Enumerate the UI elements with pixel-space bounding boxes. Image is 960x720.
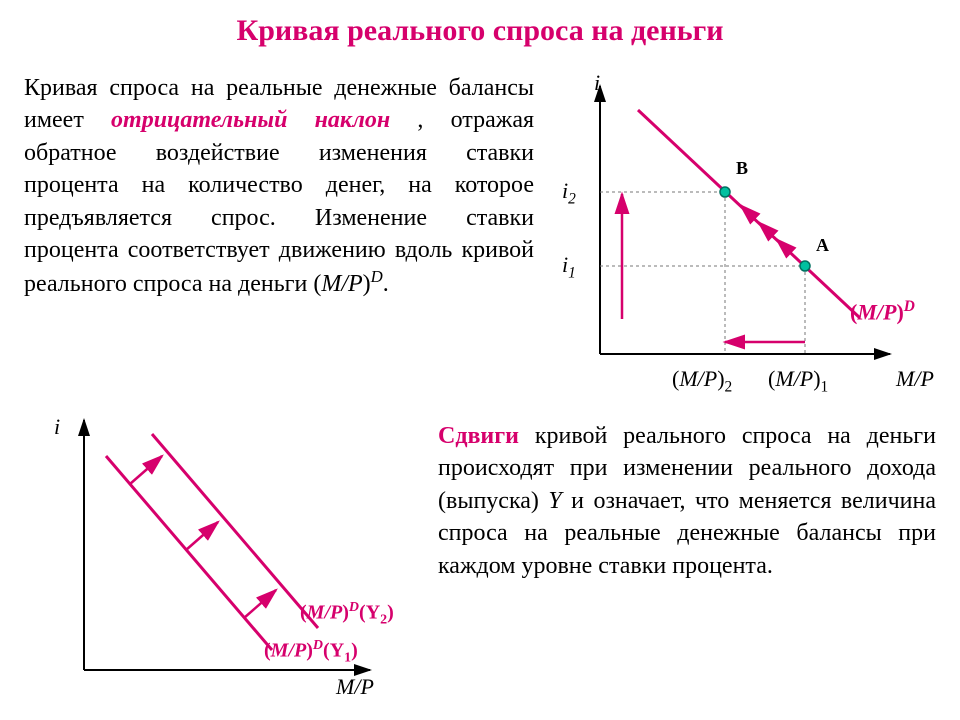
y-axis-label: i: [54, 414, 60, 440]
curve-sup: D: [904, 298, 915, 315]
curve-arrow: [759, 222, 769, 232]
para2-Y: Y: [548, 488, 561, 514]
mp1-label: (M/P)1: [768, 366, 828, 396]
y-axis-label: i: [594, 70, 600, 96]
curve-y2-label: (M/P)D(Y2): [300, 600, 394, 629]
shift-arrow: [130, 456, 162, 484]
chart-money-demand-shift: i M/P (M/P)D(Y1) (M/P)D(Y2): [30, 410, 430, 710]
l2-arg: (Y: [359, 602, 380, 624]
i2-label: i2: [562, 178, 576, 208]
shift-arrows: [130, 456, 276, 618]
l1-sup: D: [313, 638, 323, 653]
shift-arrow: [186, 522, 218, 550]
i1-sub: 1: [568, 264, 576, 281]
curve-arrow: [777, 239, 787, 249]
i2-sub: 2: [568, 190, 576, 207]
arrows-along-curve: [741, 205, 787, 249]
l2-close: ): [387, 602, 394, 624]
shift-arrow: [244, 590, 276, 618]
mp2-sub: 2: [725, 378, 733, 395]
mp1-sub: 1: [821, 378, 829, 395]
mp2-label: ((M/P)M/P)2: [672, 366, 732, 396]
l2-sup: D: [349, 600, 359, 615]
curve-arrow: [741, 205, 751, 215]
x-axis-label: M/P: [896, 366, 934, 392]
para1-paren-close: ): [363, 271, 371, 297]
l1-arg: (Y: [323, 640, 344, 662]
chart-bottom-svg: [30, 410, 430, 710]
demand-curve-y2: [152, 434, 318, 628]
curve-y1-label: (M/P)D(Y1): [264, 638, 358, 667]
para1-emph: отрицательный наклон: [111, 107, 390, 133]
para1-formula-base: M/P: [321, 271, 362, 297]
para1-post: .: [383, 271, 389, 297]
para1-mid: , отражая обратное воздействие изменения…: [24, 107, 534, 297]
paragraph-1: Кривая спроса на реальные денежные балан…: [24, 72, 534, 301]
point-B-label: B: [736, 158, 748, 179]
point-A-label: A: [816, 235, 829, 256]
page-title: Кривая реального спроса на деньги: [0, 0, 960, 48]
para1-formula-sup: D: [371, 267, 383, 286]
para2-emph: Сдвиги: [438, 423, 519, 449]
chart-top-svg: [560, 74, 940, 414]
chart-money-demand-movement: i M/P i1 i2 ((M/P)M/P)2 (M/P)1 (M/P)D A …: [560, 74, 940, 394]
l1-close: ): [351, 640, 358, 662]
curve-label: (M/P)D: [850, 298, 915, 325]
point-B: [720, 187, 730, 197]
point-A: [800, 261, 810, 271]
i1-label: i1: [562, 252, 576, 282]
paragraph-2: Сдвиги кривой реального спроса на деньги…: [438, 420, 936, 582]
x-axis-label: M/P: [336, 674, 374, 700]
demand-curve-y1: [106, 456, 272, 650]
